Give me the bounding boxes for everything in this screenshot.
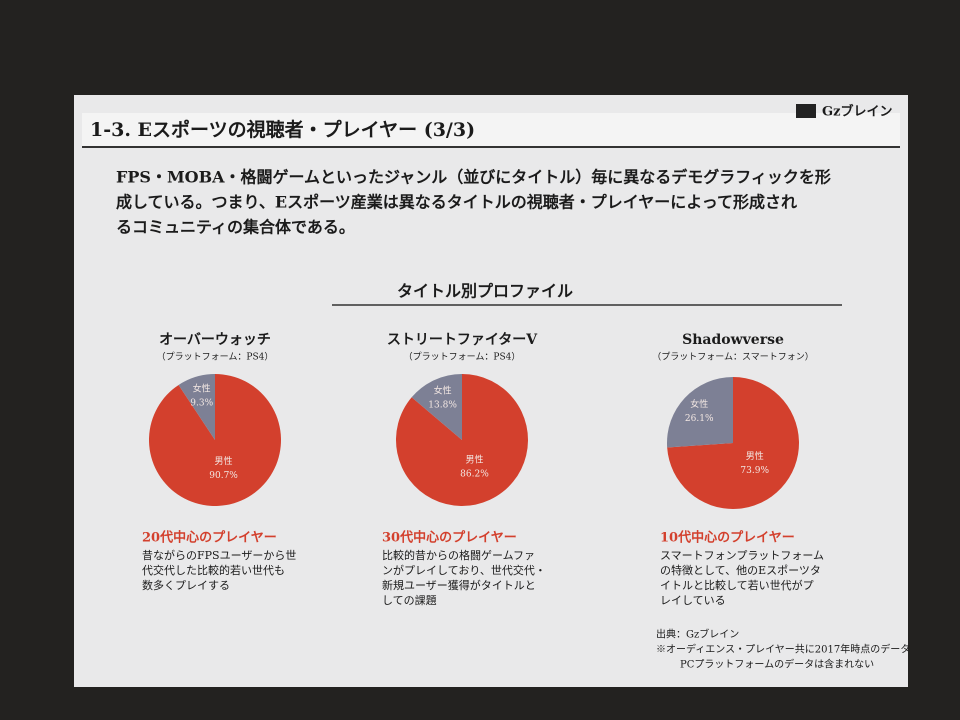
slice-category: 女性 bbox=[434, 385, 452, 397]
header-title: 1-3. Eスポーツの視聴者・プレイヤー (3/3) bbox=[90, 118, 475, 141]
chart-description: スマートフォンプラットフォーム bbox=[660, 549, 824, 562]
pie-slice bbox=[396, 374, 529, 506]
note: 出典：Gzブレイン bbox=[656, 628, 739, 641]
body-line: FPS・MOBA・格闘ゲームといったジャンル（並びにタイトル）毎に異なるデモグラ… bbox=[116, 168, 831, 187]
pie-slice bbox=[178, 374, 215, 440]
chart-description: の特徴として、他のEスポーツタ bbox=[660, 563, 821, 577]
chart-subtitle: （プラットフォーム：スマートフォン） bbox=[652, 352, 813, 363]
slice-category: 男性 bbox=[746, 450, 764, 462]
pie-slice bbox=[667, 377, 800, 510]
pie-slice bbox=[667, 377, 733, 448]
chart-description: レイしている bbox=[660, 594, 726, 607]
slice-category: 男性 bbox=[215, 455, 233, 467]
chart-title: ストリートファイターV bbox=[387, 332, 538, 348]
chart-title: Shadowverse bbox=[682, 332, 784, 348]
chart-description: 比較的昔からの格闘ゲームファ bbox=[382, 548, 535, 562]
chart-headline: 30代中心のプレイヤー bbox=[382, 530, 517, 546]
slice-value: 26.1% bbox=[685, 414, 714, 424]
body-line: るコミュニティの集合体である。 bbox=[116, 218, 355, 237]
chart-description: 代交代した比較的若い世代も bbox=[142, 563, 285, 577]
chart-description: 新規ユーザー獲得がタイトルと bbox=[382, 578, 536, 592]
note: ※オーディエンス・プレイヤー共に2017年時点のデータ bbox=[656, 643, 910, 656]
slice-value: 90.7% bbox=[209, 471, 238, 481]
chart-description: イトルと比較して若い世代がプ bbox=[660, 578, 814, 592]
slice-value: 13.8% bbox=[428, 401, 457, 411]
chart-headline: 20代中心のプレイヤー bbox=[142, 530, 277, 546]
slice-category: 男性 bbox=[465, 453, 483, 465]
chart-title: オーバーウォッチ bbox=[159, 332, 271, 348]
slice-value: 73.9% bbox=[740, 466, 769, 476]
slice-value: 86.2% bbox=[460, 469, 489, 479]
header-bar bbox=[82, 113, 900, 147]
chart-description: しての課題 bbox=[382, 593, 437, 607]
chart-headline: 10代中心のプレイヤー bbox=[660, 530, 795, 546]
slice-category: 女性 bbox=[690, 398, 708, 410]
body-line: 成している。つまり、Eスポーツ産業は異なるタイトルの視聴者・プレイヤーによって形… bbox=[116, 193, 797, 212]
logo-text: Gzブレイン bbox=[822, 104, 893, 120]
note: PCプラットフォームのデータは含まれない bbox=[680, 658, 874, 671]
chart-subtitle: （プラットフォーム：PS4） bbox=[404, 352, 521, 363]
slice-value: 9.3% bbox=[190, 398, 213, 408]
pie-slice bbox=[411, 374, 462, 440]
chart-description: ンがプレイしており、世代交代・ bbox=[382, 563, 546, 577]
logo-icon bbox=[796, 104, 816, 118]
chart-subtitle: （プラットフォーム：PS4） bbox=[157, 352, 274, 363]
chart-description: 数多くプレイする bbox=[142, 578, 230, 592]
chart-description: 昔ながらのFPSユーザーから世 bbox=[142, 548, 296, 562]
section-title: タイトル別プロファイル bbox=[397, 282, 573, 301]
slice-category: 女性 bbox=[193, 382, 211, 394]
